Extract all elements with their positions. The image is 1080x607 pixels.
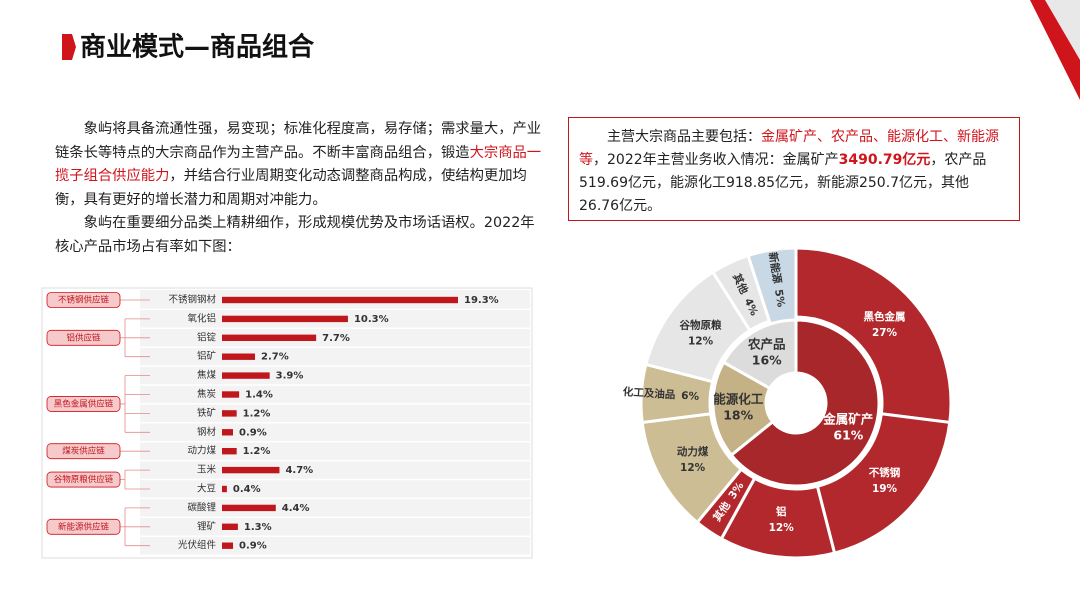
segment-value: 12% xyxy=(688,336,714,348)
group-label: 谷物原粮供应链 xyxy=(54,474,114,485)
value-label: 3.9% xyxy=(276,371,304,382)
segment xyxy=(729,318,881,488)
category-label: 氧化铝 xyxy=(187,312,216,324)
group-label: 煤炭供应链 xyxy=(62,446,105,457)
group-box xyxy=(46,443,121,460)
group-box xyxy=(46,471,121,488)
segment xyxy=(794,246,953,425)
category-label: 钢材 xyxy=(197,426,217,438)
value-label: 4.4% xyxy=(282,503,310,514)
highlight: 3490.79亿元 xyxy=(838,152,931,168)
text: 主营大宗商品主要包括： xyxy=(607,129,761,145)
bar xyxy=(222,391,240,398)
bar xyxy=(222,410,237,417)
value-label: 1.2% xyxy=(243,446,271,457)
segment-label: 不锈钢 xyxy=(869,466,901,479)
segment-value: 27% xyxy=(872,327,898,339)
group-label: 不锈钢供应链 xyxy=(58,295,110,306)
title-marker xyxy=(62,34,76,60)
segment-label: 金属矿产 xyxy=(822,412,873,427)
category-label: 大豆 xyxy=(197,483,216,495)
segment-value: 16% xyxy=(752,352,782,367)
category-label: 铁矿 xyxy=(197,407,217,419)
segment-value: 6% xyxy=(681,390,700,403)
text: 象屿将具备流通性强，易变现；标准化程度高，易存储；需求量大，产业链条长等特点的大… xyxy=(55,121,542,161)
segment-value: 5% xyxy=(772,288,787,308)
intro: 象屿将具备流通性强，易变现；标准化程度高，易存储；需求量大，产业链条长等特点的大… xyxy=(55,118,547,259)
bar xyxy=(222,466,280,474)
group-box xyxy=(46,518,121,535)
category-label: 焦煤 xyxy=(197,369,217,381)
value-label: 0.9% xyxy=(239,541,267,552)
segment-value: 12% xyxy=(680,462,706,474)
text: 象屿在重要细分品类上精耕细作，形成规模优势及市场话语权。2022年核心产品市场占… xyxy=(55,215,535,255)
label-group: 化工及油品 6% xyxy=(622,385,699,403)
bar xyxy=(222,448,237,455)
value-label: 1.2% xyxy=(243,408,271,419)
category-label: 动力煤 xyxy=(187,445,216,457)
value-label: 4.7% xyxy=(285,465,313,476)
category-label: 铝矿 xyxy=(197,350,217,362)
bar xyxy=(222,296,458,304)
corner-decoration xyxy=(1045,0,1080,60)
value-label: 7.7% xyxy=(322,333,350,344)
bar xyxy=(222,429,234,436)
text: ，2022年主营业务收入情况：金属矿产 xyxy=(593,152,839,168)
bar xyxy=(222,523,238,530)
segment-label: 新能源 xyxy=(766,251,784,285)
value-label: 1.3% xyxy=(244,522,272,533)
category-label: 不锈钢钢材 xyxy=(168,294,216,306)
bar xyxy=(222,353,256,360)
segment-value: 19% xyxy=(872,483,898,495)
value-label: 2.7% xyxy=(261,352,289,363)
segment-label: 农产品 xyxy=(747,336,786,351)
text: ，并结合行业周期变化动态调整商品构成，使结构更加均衡，具有更好的增长潜力和周期对… xyxy=(55,168,527,208)
segment xyxy=(721,318,798,391)
category-label: 锂矿 xyxy=(197,520,217,532)
paragraph: 象屿将具备流通性强，易变现；标准化程度高，易存储；需求量大，产业链条长等特点的大… xyxy=(55,118,547,212)
bar xyxy=(222,485,227,493)
title: 商业模式—商品组合 xyxy=(80,32,315,63)
bar xyxy=(222,372,270,379)
segment-label: 化工及油品 xyxy=(622,385,675,401)
paragraph: 象屿在重要细分品类上精耕细作，形成规模优势及市场话语权。2022年核心产品市场占… xyxy=(55,212,547,259)
bar xyxy=(222,315,348,323)
label-group: 新能源 5% xyxy=(766,251,787,308)
category-label: 光伏组件 xyxy=(178,539,217,551)
category-label: 铝锭 xyxy=(197,331,217,343)
bar xyxy=(222,504,276,512)
group-label: 黑色金属供应链 xyxy=(54,398,114,409)
group-box xyxy=(46,396,121,412)
bar xyxy=(222,542,234,549)
segment-value: 12% xyxy=(769,522,795,534)
segment-label: 谷物原粮 xyxy=(680,319,722,332)
segment-value: 18% xyxy=(723,407,753,422)
group-box xyxy=(46,329,121,346)
summary-box: 主营大宗商品主要包括：金属矿产、农产品、能源化工、新能源等，2022年主营业务收… xyxy=(568,117,1020,221)
segment-value: 61% xyxy=(833,428,863,443)
group-label: 新能源供应链 xyxy=(58,521,110,532)
value-label: 0.9% xyxy=(239,427,267,438)
value-label: 10.3% xyxy=(354,314,389,325)
highlight: 金属矿产、农产品、能源化工、新能源等 xyxy=(579,129,999,168)
bar xyxy=(222,334,317,341)
text: ，农产品519.69亿元，能源化工918.85亿元，新能源250.7亿元，其他2… xyxy=(579,152,987,214)
value-label: 0.4% xyxy=(233,484,261,495)
group-box xyxy=(46,292,121,308)
category-label: 焦炭 xyxy=(197,388,217,400)
segment-label: 动力煤 xyxy=(677,445,709,458)
segment xyxy=(711,360,775,458)
category-label: 玉米 xyxy=(197,464,217,476)
category-label: 碳酸锂 xyxy=(187,501,216,513)
segment-label: 黑色金属 xyxy=(864,310,906,323)
value-label: 19.3% xyxy=(464,295,499,306)
value-label: 1.4% xyxy=(245,390,273,401)
segment-label: 能源化工 xyxy=(713,391,764,406)
group-label: 铝供应链 xyxy=(66,332,101,343)
segment-label: 铝 xyxy=(776,505,787,518)
highlight: 大宗商品一揽子组合供应能力 xyxy=(55,144,542,185)
